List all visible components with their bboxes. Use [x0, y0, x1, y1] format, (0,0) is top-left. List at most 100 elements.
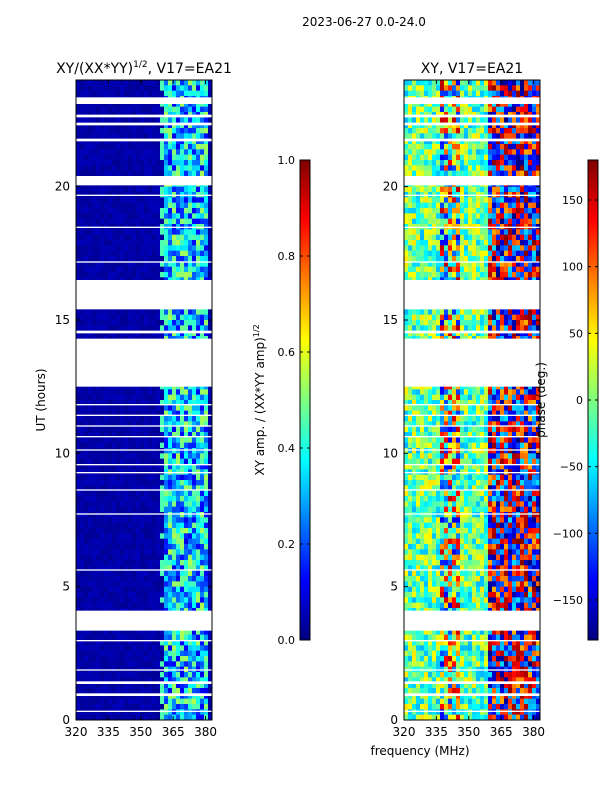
flag-gap	[76, 122, 212, 126]
x-tick-label: 365	[162, 725, 185, 739]
flag-gap	[76, 640, 212, 642]
heatmap-panel-1: XY/(XX*YY)1/2, V17=EA21 320 335 350 365 380 0 5…	[34, 60, 311, 739]
flag-gap	[76, 338, 212, 387]
flag-gap	[76, 449, 212, 451]
flag-gap	[76, 138, 212, 142]
flag-gap	[404, 138, 540, 142]
flagged-gaps	[404, 97, 540, 712]
flag-gap	[76, 194, 212, 196]
flag-gap	[404, 97, 540, 104]
flag-gap	[404, 338, 540, 387]
flag-gap	[404, 489, 540, 491]
x-tick-label: 335	[425, 725, 448, 739]
y-tick-label: 0	[390, 713, 398, 727]
flag-gap	[404, 569, 540, 571]
flag-gap	[404, 404, 540, 406]
flag-gap	[404, 693, 540, 696]
flag-gap	[76, 693, 212, 696]
flag-gap	[76, 226, 212, 228]
colorbar-tick-label: −150	[553, 594, 583, 607]
x-tick-label: 380	[522, 725, 545, 739]
colorbar-label: XY amp. / (XX*YY amp)1/2	[252, 324, 267, 475]
flag-gap	[76, 114, 212, 118]
colorbar-tick-label: 0.8	[278, 250, 296, 263]
flag-gap	[404, 513, 540, 515]
colorbar: 0.0 0.2 0.4 0.6 0.8 1.0 XY amp. / (XX*YY amp)1…	[252, 154, 311, 647]
flag-gap	[404, 472, 540, 474]
flag-gap	[76, 610, 212, 631]
figure-suptitle: 2023-06-27 0.0-24.0	[302, 15, 426, 29]
y-tick-label: 15	[383, 313, 398, 327]
colorbar-tick-label: −100	[553, 527, 583, 540]
flag-gap	[404, 414, 540, 416]
colorbar-tick-label: 150	[562, 194, 583, 207]
y-tick-label: 20	[55, 180, 70, 194]
flag-gap	[404, 681, 540, 684]
heatmap-panel-2: XY, V17=EA21 320 335 350 365 380 0 5 10 15 20 frequ…	[370, 61, 599, 758]
colorbar-tick-label: 100	[562, 261, 583, 274]
colorbar-tick-label: 0.0	[278, 634, 296, 647]
flag-gap	[404, 194, 540, 196]
flag-gap	[76, 176, 212, 186]
flag-gap	[404, 280, 540, 310]
flag-gap	[404, 330, 540, 334]
flag-gap	[76, 681, 212, 684]
colorbar: −150 −100 −50 0 50 100 150 phase (deg.)	[534, 159, 599, 641]
flag-gap	[76, 472, 212, 474]
x-tick-label: 320	[65, 725, 88, 739]
x-tick-label: 380	[194, 725, 217, 739]
axes-frame	[75, 79, 213, 721]
flag-gap	[76, 261, 212, 263]
chart-title: XY, V17=EA21	[421, 61, 523, 77]
x-tick-label: 350	[129, 725, 152, 739]
colorbar-gradient	[299, 159, 311, 641]
flag-gap	[76, 404, 212, 406]
colorbar-tick-label: −50	[560, 461, 583, 474]
chart-title: XY/(XX*YY)1/2, V17=EA21	[56, 60, 232, 77]
colorbar-tick-label: 0.6	[278, 346, 296, 359]
flag-gap	[76, 280, 212, 310]
x-tick-label: 335	[97, 725, 120, 739]
x-tick-label: 350	[457, 725, 480, 739]
colorbar-label: phase (deg.)	[534, 362, 548, 438]
colorbar-tick-label: 1.0	[278, 154, 296, 167]
flag-gap	[404, 226, 540, 228]
flag-gap	[76, 425, 212, 427]
flag-gap	[76, 489, 212, 491]
y-tick-label: 0	[62, 713, 70, 727]
y-axis-label: UT (hours)	[34, 368, 48, 431]
colorbar-tick-label: 50	[569, 327, 583, 340]
flag-gap	[404, 449, 540, 451]
flag-gap	[76, 669, 212, 671]
flag-gap	[76, 330, 212, 334]
flag-gap	[404, 464, 540, 466]
colorbar-tick-label: 0	[576, 394, 583, 407]
flag-gap	[404, 261, 540, 263]
flag-gap	[404, 669, 540, 671]
flag-gap	[404, 640, 540, 642]
flag-gap	[404, 610, 540, 631]
y-tick-label: 15	[55, 313, 70, 327]
flag-gap	[76, 436, 212, 438]
colorbar-tick-label: 0.4	[278, 442, 296, 455]
y-tick-label: 5	[62, 580, 70, 594]
x-tick-label: 365	[490, 725, 513, 739]
flag-gap	[404, 176, 540, 186]
colorbar-tick-label: 0.2	[278, 538, 296, 551]
flag-gap	[76, 513, 212, 515]
flag-gap	[404, 710, 540, 712]
flagged-gaps	[76, 97, 212, 712]
y-tick-label: 10	[383, 446, 398, 460]
flag-gap	[404, 436, 540, 438]
x-tick-label: 320	[393, 725, 416, 739]
flag-gap	[76, 569, 212, 571]
y-tick-label: 20	[383, 180, 398, 194]
x-axis-label: frequency (MHz)	[370, 744, 469, 758]
flag-gap	[404, 122, 540, 126]
axes-frame	[403, 79, 541, 721]
flag-gap	[76, 710, 212, 712]
flag-gap	[404, 425, 540, 427]
flag-gap	[76, 414, 212, 416]
y-tick-label: 5	[390, 580, 398, 594]
